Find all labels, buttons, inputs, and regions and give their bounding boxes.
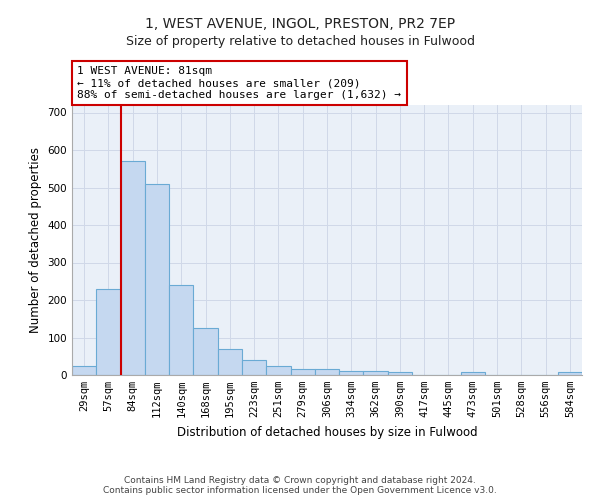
- Text: Contains HM Land Registry data © Crown copyright and database right 2024.
Contai: Contains HM Land Registry data © Crown c…: [103, 476, 497, 495]
- Bar: [558, 372, 582, 375]
- Text: 1 WEST AVENUE: 81sqm
← 11% of detached houses are smaller (209)
88% of semi-deta: 1 WEST AVENUE: 81sqm ← 11% of detached h…: [77, 66, 401, 100]
- Text: Size of property relative to detached houses in Fulwood: Size of property relative to detached ho…: [125, 35, 475, 48]
- Bar: [388, 372, 412, 375]
- X-axis label: Distribution of detached houses by size in Fulwood: Distribution of detached houses by size …: [176, 426, 478, 438]
- Bar: [218, 349, 242, 375]
- Bar: [266, 366, 290, 375]
- Bar: [242, 360, 266, 375]
- Bar: [96, 289, 121, 375]
- Bar: [461, 372, 485, 375]
- Bar: [193, 328, 218, 375]
- Bar: [364, 371, 388, 375]
- Bar: [339, 371, 364, 375]
- Bar: [315, 370, 339, 375]
- Y-axis label: Number of detached properties: Number of detached properties: [29, 147, 42, 333]
- Bar: [121, 161, 145, 375]
- Bar: [72, 366, 96, 375]
- Bar: [145, 184, 169, 375]
- Text: 1, WEST AVENUE, INGOL, PRESTON, PR2 7EP: 1, WEST AVENUE, INGOL, PRESTON, PR2 7EP: [145, 18, 455, 32]
- Bar: [169, 285, 193, 375]
- Bar: [290, 370, 315, 375]
